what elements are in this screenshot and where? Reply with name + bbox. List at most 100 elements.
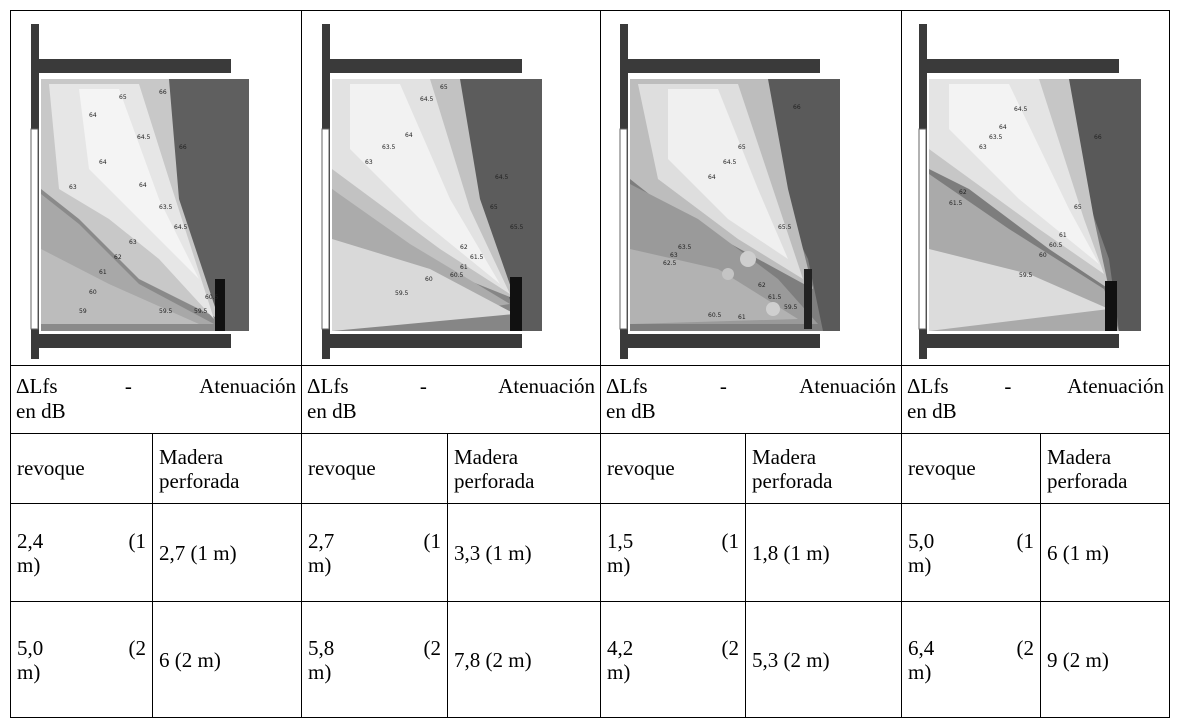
contour-label: 66 — [793, 104, 801, 111]
contour-label: 60 — [89, 289, 97, 296]
table-border-right — [1169, 10, 1170, 718]
contour-label: 65 — [490, 204, 498, 211]
caption-label: Atenuación — [199, 374, 296, 398]
contour-label: 63.5 — [382, 144, 396, 151]
contour-label: 64 — [89, 112, 97, 119]
value-madera-1m: 2,7 (1 m) — [159, 540, 237, 565]
contour-label: 61 — [738, 314, 746, 321]
header-revoque: revoque — [308, 456, 376, 480]
value-madera-2m: 9 (2 m) — [1047, 647, 1109, 672]
sub-column-divider — [447, 433, 448, 718]
contour-label: 62 — [460, 244, 468, 251]
row-divider — [10, 365, 1170, 366]
contour-label: 59.5 — [159, 308, 173, 315]
header-revoque: revoque — [607, 456, 675, 480]
value-madera-1m: 3,3 (1 m) — [454, 540, 532, 565]
sub-column-divider — [152, 433, 153, 718]
contour-label: 64.5 — [137, 134, 151, 141]
contour-label: 63 — [69, 184, 77, 191]
contour-label: 63.5 — [159, 204, 173, 211]
contour-label: 62 — [758, 282, 766, 289]
caption-label: Atenuación — [799, 374, 896, 398]
contour-label: 59.5 — [395, 290, 409, 297]
caption-dash: - — [124, 374, 132, 398]
contour-label: 63 — [979, 144, 987, 151]
contour-label: 63.5 — [678, 244, 692, 251]
column-divider — [301, 10, 302, 718]
caption-col-1: ΔLfs - Atenuación en dB — [11, 374, 301, 424]
column-divider — [901, 10, 902, 718]
contour-label: 65.5 — [510, 224, 524, 231]
caption-label: ΔLfs — [307, 374, 349, 398]
contour-label: 61 — [460, 264, 468, 271]
value-madera-2m: 7,8 (2 m) — [454, 647, 532, 672]
contour-label: 65 — [119, 94, 127, 101]
contour-label: 64 — [99, 159, 107, 166]
contour-label: 62.5 — [663, 260, 677, 267]
value-madera-1m: 1,8 (1 m) — [752, 540, 830, 565]
header-revoque: revoque — [17, 456, 85, 480]
contour-map-4: 64.5 64 63.5 63 62 61.5 61 60.5 60 59.5 … — [909, 19, 1165, 359]
results-table: 64 65 64.5 66 64 63 64 66 63.5 64.5 63 6… — [10, 10, 1170, 718]
value-revoque-2m: 5,8 (2 m) — [308, 635, 441, 684]
contour-label: 65 — [738, 144, 746, 151]
contour-label: 60 — [1039, 252, 1047, 259]
value-revoque-2m: 4,2 (2 m) — [607, 635, 739, 684]
contour-label: 63.5 — [989, 134, 1003, 141]
contour-label: 66 — [1094, 134, 1102, 141]
value-revoque-2m: 6,4 (2 m) — [908, 635, 1034, 684]
contour-label: 59.5 — [194, 308, 208, 315]
contour-label: 61.5 — [470, 254, 484, 261]
contour-label: 60.5 — [708, 312, 722, 319]
contour-labels: 64 65 64.5 66 64 63 64 66 63.5 64.5 63 6… — [69, 89, 219, 315]
value-revoque-1m: 2,7 (1 m) — [308, 528, 441, 577]
contour-label: 65 — [440, 84, 448, 91]
contour-label: 64 — [405, 132, 413, 139]
contour-label: 61.5 — [768, 294, 782, 301]
caption-dash: - — [1004, 374, 1012, 398]
value-madera-2m: 6 (2 m) — [159, 647, 221, 672]
contour-label: 59.5 — [1019, 272, 1033, 279]
column-divider — [600, 10, 601, 718]
contour-label: 63 — [365, 159, 373, 166]
contour-label: 65.5 — [778, 224, 792, 231]
header-madera: Madera perforada — [159, 444, 240, 493]
contour-map-3: 65 64.5 64 63.5 63 62.5 62 61.5 61 60.5 … — [608, 19, 894, 359]
value-revoque-1m: 5,0 (1 m) — [908, 528, 1034, 577]
caption-col-2: ΔLfs - Atenuación en dB — [302, 374, 600, 424]
contour-label: 60 — [425, 276, 433, 283]
contour-label: 63 — [129, 239, 137, 246]
contour-label: 65 — [1074, 204, 1082, 211]
caption-label: Atenuación — [1067, 374, 1164, 398]
contour-label: 61 — [1059, 232, 1067, 239]
value-revoque-1m: 2,4 (1 m) — [17, 528, 146, 577]
contour-label: 61.5 — [949, 200, 963, 207]
value-madera-1m: 6 (1 m) — [1047, 540, 1109, 565]
row-divider — [10, 601, 1170, 602]
contour-label: 64.5 — [174, 224, 188, 231]
contour-label: 59 — [79, 308, 87, 315]
caption-col-3: ΔLfs - Atenuación en dB — [601, 374, 901, 424]
header-madera: Madera perforada — [1047, 444, 1128, 493]
header-madera: Madera perforada — [454, 444, 535, 493]
contour-map-1: 64 65 64.5 66 64 63 64 66 63.5 64.5 63 6… — [19, 19, 295, 359]
row-divider — [10, 433, 1170, 434]
contour-label: 64.5 — [723, 159, 737, 166]
contour-labels: 64.5 65 64 63.5 63 62 61.5 61 60.5 60 59… — [365, 84, 524, 297]
table-border-bottom — [10, 717, 1170, 718]
contour-label: 60.5 — [450, 272, 464, 279]
contour-label: 60.5 — [205, 294, 219, 301]
row-divider — [10, 503, 1170, 504]
caption-label: ΔLfs — [16, 374, 58, 398]
table-border-left — [10, 10, 11, 718]
contour-label: 62 — [114, 254, 122, 261]
contour-label: 64 — [708, 174, 716, 181]
contour-label: 60.5 — [1049, 242, 1063, 249]
contour-label: 66 — [179, 144, 187, 151]
contour-label: 64 — [999, 124, 1007, 131]
contour-labels: 64.5 64 63.5 63 62 61.5 61 60.5 60 59.5 … — [949, 106, 1102, 279]
caption-dash: - — [419, 374, 427, 398]
contour-map-2: 64.5 65 64 63.5 63 62 61.5 61 60.5 60 59… — [310, 19, 594, 359]
caption-col-4: ΔLfs - Atenuación en dB — [902, 374, 1169, 424]
caption-unit: en dB — [16, 399, 66, 423]
